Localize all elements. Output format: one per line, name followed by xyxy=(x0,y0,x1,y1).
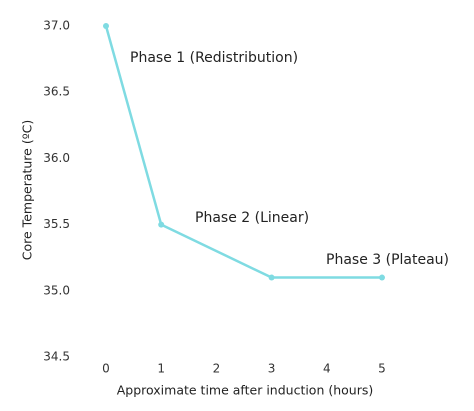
x-tick-label: 0 xyxy=(102,362,110,376)
x-tick-label: 2 xyxy=(213,362,221,376)
annotation: Phase 1 (Redistribution) xyxy=(130,50,298,66)
annotation: Phase 2 (Linear) xyxy=(195,210,309,226)
y-tick-label: 36.0 xyxy=(43,151,70,165)
x-tick-label: 3 xyxy=(268,362,276,376)
y-tick-label: 37.0 xyxy=(43,19,70,33)
y-tick-label: 36.5 xyxy=(43,85,70,99)
x-tick-label: 5 xyxy=(378,362,386,376)
y-tick-label: 34.5 xyxy=(43,350,70,364)
x-tick-label: 1 xyxy=(157,362,165,376)
annotation: Phase 3 (Plateau) xyxy=(326,252,449,268)
y-axis-label: Core Temperature (ºC) xyxy=(20,120,35,260)
point xyxy=(158,221,165,228)
x-axis-label: Approximate time after induction (hours) xyxy=(117,383,374,398)
point xyxy=(103,23,109,29)
y-tick-label: 35.0 xyxy=(43,283,70,297)
point xyxy=(268,274,275,281)
x-tick-label: 4 xyxy=(323,362,331,376)
y-tick-label: 35.5 xyxy=(43,217,70,231)
line xyxy=(104,25,382,279)
point xyxy=(379,274,385,281)
